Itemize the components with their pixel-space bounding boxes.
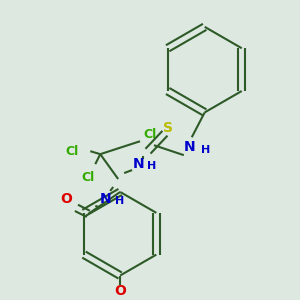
- Text: H: H: [115, 196, 124, 206]
- Text: Cl: Cl: [66, 145, 79, 158]
- Text: O: O: [61, 192, 72, 206]
- Text: O: O: [114, 284, 126, 298]
- Text: N: N: [99, 192, 111, 206]
- Text: H: H: [201, 145, 210, 155]
- Text: H: H: [147, 161, 157, 171]
- Text: N: N: [184, 140, 196, 154]
- Text: N: N: [132, 157, 144, 171]
- Text: Cl: Cl: [82, 170, 95, 184]
- Text: S: S: [163, 121, 173, 135]
- Text: Cl: Cl: [143, 128, 157, 141]
